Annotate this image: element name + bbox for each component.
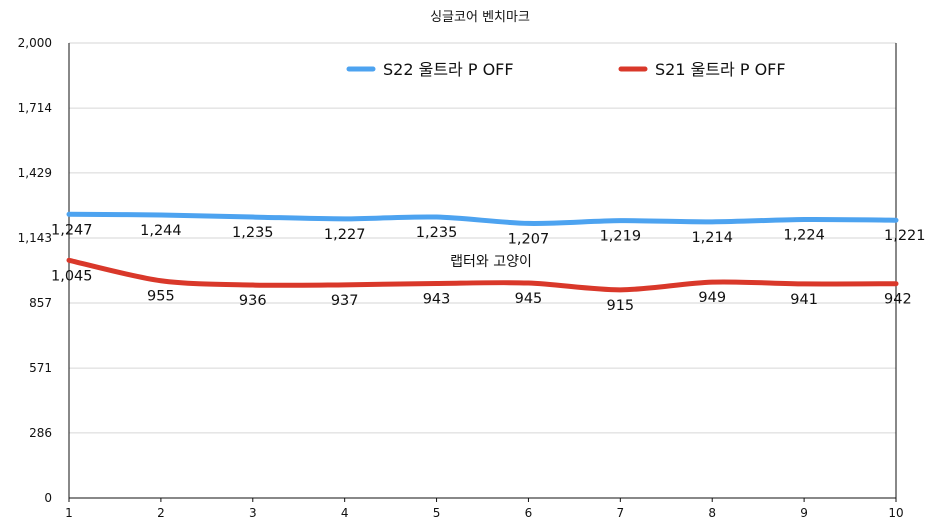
x-tick-label: 4 (341, 506, 349, 520)
data-label: 936 (239, 293, 267, 309)
y-tick-label: 1,429 (18, 166, 52, 180)
chart-title: 싱글코어 벤치마크 (430, 10, 530, 25)
data-label: 1,219 (600, 229, 642, 245)
data-label: 1,221 (884, 228, 926, 244)
watermark-annotation: 랩터와 고양이 (450, 254, 532, 270)
x-tick-label: 8 (708, 506, 716, 520)
data-label: 937 (331, 293, 359, 309)
y-tick-label: 286 (29, 426, 52, 440)
data-labels: 1,247 1,244 1,235 1,227 1,235 1,207 1,219 1,214… (51, 222, 926, 314)
data-label: 1,227 (324, 227, 366, 243)
series-lines (66, 211, 899, 293)
data-label: 943 (423, 291, 451, 307)
data-label: 949 (698, 290, 726, 306)
data-label: 1,235 (232, 225, 274, 241)
data-label: 1,244 (140, 223, 182, 239)
x-tick-label: 2 (157, 506, 165, 520)
data-label: 1,045 (51, 268, 93, 284)
x-tick-label: 5 (433, 506, 441, 520)
series-line-s21 (66, 257, 899, 293)
y-tick-label: 0 (44, 491, 52, 505)
y-tick-label: 1,714 (18, 101, 52, 115)
x-tick-label: 3 (249, 506, 257, 520)
x-tick-label: 10 (888, 506, 903, 520)
x-tick-label: 9 (800, 506, 808, 520)
y-tick-label: 571 (29, 361, 52, 375)
y-tick-label: 1,143 (18, 231, 52, 245)
y-tick-label: 2,000 (18, 36, 52, 50)
data-label: 945 (515, 291, 543, 307)
data-label: 941 (790, 292, 818, 308)
data-label: 1,224 (783, 228, 825, 244)
x-tick-label: 6 (525, 506, 533, 520)
legend: S22 울트라 P OFF S21 울트라 P OFF (346, 60, 786, 79)
series-line-s22 (66, 211, 899, 226)
data-label: 1,214 (691, 230, 733, 246)
data-label: 1,207 (508, 231, 550, 247)
data-label: 915 (606, 298, 634, 314)
data-label: 955 (147, 289, 175, 305)
data-label: 1,247 (51, 222, 93, 238)
grid (69, 42, 896, 434)
x-tick-label: 1 (65, 506, 73, 520)
data-label: 1,235 (416, 225, 458, 241)
legend-label: S21 울트라 P OFF (655, 60, 786, 79)
legend-label: S22 울트라 P OFF (383, 60, 514, 79)
data-label: 942 (884, 292, 912, 308)
y-tick-label: 857 (29, 296, 52, 310)
x-tick-label: 7 (617, 506, 625, 520)
